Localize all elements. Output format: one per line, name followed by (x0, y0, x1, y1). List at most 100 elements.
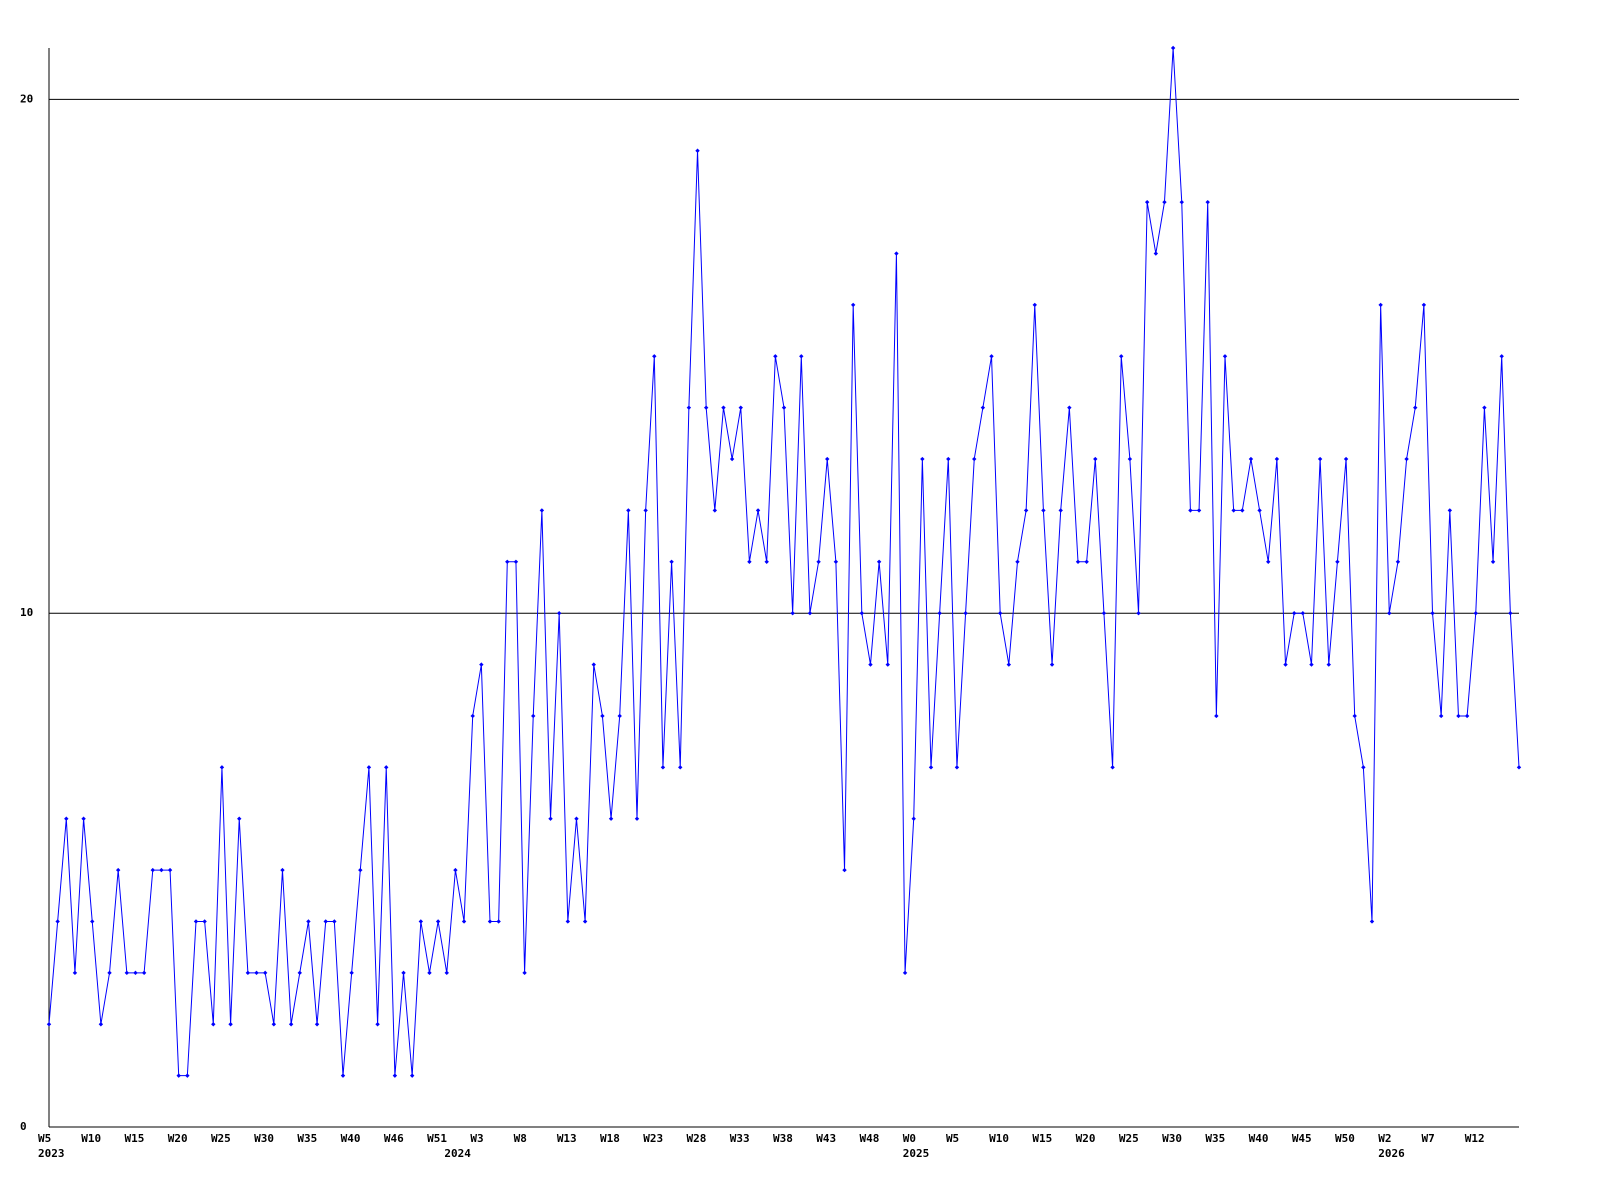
point-marker (755, 508, 761, 513)
point-marker (1309, 662, 1314, 667)
point-marker (228, 1022, 233, 1027)
point-marker (141, 970, 147, 976)
point-marker (375, 1022, 380, 1027)
point-marker (384, 765, 389, 770)
point-marker (1179, 199, 1184, 205)
point-marker (799, 354, 804, 359)
point-marker (1041, 508, 1046, 513)
point-marker (1015, 559, 1020, 565)
point-marker (185, 1073, 190, 1078)
point-marker (1136, 610, 1141, 616)
point-marker (306, 919, 311, 924)
point-marker (479, 662, 484, 667)
point-marker (1023, 508, 1029, 513)
x-tick-label: W48 (859, 1132, 879, 1145)
x-tick-label: W25 (211, 1132, 231, 1145)
point-marker (513, 559, 519, 565)
point-marker (729, 456, 735, 462)
point-marker (453, 867, 458, 873)
point-marker (358, 867, 363, 873)
point-marker (816, 559, 821, 565)
x-tick-label: W7 (1422, 1132, 1435, 1145)
point-marker (920, 456, 925, 462)
point-marker (1464, 713, 1470, 719)
point-marker (868, 662, 873, 667)
point-marker (1283, 662, 1288, 667)
point-marker (1516, 765, 1522, 770)
x-tick-label: W5 (946, 1132, 959, 1145)
point-marker (781, 405, 787, 410)
point-marker (850, 302, 856, 308)
point-marker (90, 919, 95, 924)
point-marker (1430, 610, 1435, 616)
point-marker (487, 919, 493, 924)
point-marker (219, 765, 225, 770)
point-marker (167, 867, 173, 873)
point-marker (1413, 405, 1418, 410)
point-marker (1231, 508, 1236, 513)
point-marker (634, 816, 640, 821)
point-marker (721, 405, 726, 410)
point-marker (297, 970, 302, 976)
point-marker (409, 1073, 415, 1078)
point-marker (1447, 508, 1453, 513)
x-tick-label: W15 (124, 1132, 144, 1145)
point-marker (600, 713, 605, 719)
point-marker (505, 559, 510, 565)
point-marker (1084, 559, 1089, 565)
point-marker (1214, 713, 1219, 719)
point-marker (773, 354, 778, 359)
point-marker (133, 970, 138, 976)
point-marker (202, 919, 207, 924)
point-marker (1343, 456, 1349, 462)
point-marker (64, 816, 69, 821)
point-marker (1421, 302, 1427, 308)
point-marker (237, 816, 242, 821)
point-marker (894, 251, 899, 256)
point-marker (1067, 405, 1072, 410)
point-marker (928, 765, 934, 770)
year-label: 2026 (1378, 1147, 1405, 1160)
point-marker (1153, 251, 1159, 256)
point-marker (660, 765, 666, 770)
x-tick-label: W45 (1292, 1132, 1312, 1145)
point-marker (842, 867, 847, 873)
year-label: 2024 (444, 1147, 471, 1160)
point-marker (1369, 919, 1375, 924)
x-tick-label: W40 (341, 1132, 361, 1145)
point-marker (72, 970, 78, 976)
point-marker (1188, 508, 1193, 513)
point-marker (703, 405, 709, 410)
point-marker (1395, 559, 1401, 565)
point-marker (825, 456, 830, 462)
x-tick-label: W0 (903, 1132, 916, 1145)
point-marker (807, 610, 813, 616)
x-tick-label: W25 (1119, 1132, 1139, 1145)
point-marker (574, 816, 579, 821)
point-marker (46, 1022, 52, 1027)
point-marker (211, 1022, 216, 1027)
point-marker (876, 559, 882, 565)
point-marker (176, 1073, 181, 1078)
x-tick-label: W12 (1465, 1132, 1485, 1145)
x-tick-label: W35 (1205, 1132, 1225, 1145)
point-marker (712, 508, 718, 513)
point-marker (1006, 662, 1012, 667)
x-tick-label: W28 (687, 1132, 707, 1145)
x-tick-label: W43 (816, 1132, 836, 1145)
x-tick-label: W30 (254, 1132, 274, 1145)
point-marker (55, 919, 60, 924)
x-tick-label: W50 (1335, 1132, 1355, 1145)
point-marker (522, 970, 527, 976)
point-marker (565, 919, 571, 924)
x-tick-label: W38 (773, 1132, 793, 1145)
point-marker (1032, 302, 1037, 308)
y-tick-label: 20 (20, 92, 33, 105)
point-marker (1196, 508, 1202, 513)
point-marker (911, 816, 916, 821)
point-marker (1438, 713, 1444, 719)
x-tick-label: W10 (989, 1132, 1009, 1145)
point-marker (115, 867, 121, 873)
point-marker (254, 970, 259, 976)
